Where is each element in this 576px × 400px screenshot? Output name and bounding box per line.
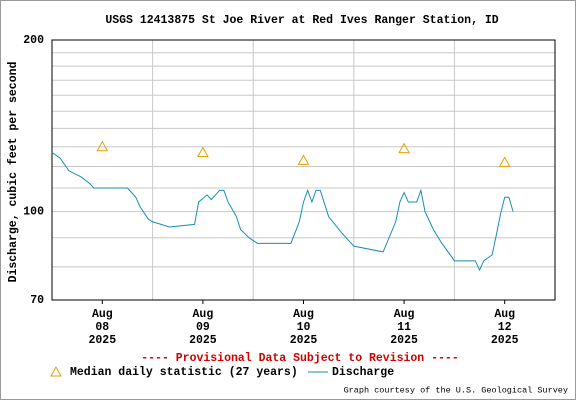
median-marker: [96, 140, 109, 152]
x-tick-label: 12: [498, 321, 512, 334]
x-tick-label: Aug: [494, 308, 515, 321]
median-marker: [197, 146, 209, 157]
x-tick-label: 2025: [390, 334, 418, 347]
x-tick-label: Aug: [293, 308, 314, 321]
credit: Graph courtesy of the U.S. Geological Su…: [344, 385, 568, 395]
plot-frame: [51, 39, 556, 301]
x-tick-label: 2025: [290, 334, 318, 347]
x-tick-label: 08: [95, 321, 109, 334]
y-tick-label: 200: [23, 34, 44, 47]
discharge-line: [51, 152, 514, 272]
median-marker: [498, 156, 511, 167]
x-tick-label: 10: [297, 321, 311, 334]
y-tick-label: 70: [30, 294, 44, 307]
x-tick-label: Aug: [92, 308, 113, 321]
notice: ---- Provisional Data Subject to Revisio…: [141, 352, 458, 365]
x-tick-label: 2025: [189, 334, 217, 347]
x-tick-label: 11: [397, 321, 411, 334]
x-tick-label: 2025: [491, 334, 519, 347]
chart-title: USGS 12413875 St Joe River at Red Ives R…: [105, 14, 498, 27]
legend-swatch: [50, 365, 62, 377]
median-marker: [297, 154, 310, 165]
legend-label: Median daily statistic (27 years): [70, 366, 298, 379]
x-tick-label: 09: [196, 321, 210, 334]
x-tick-label: 2025: [88, 334, 116, 347]
y-axis-label: Discharge, cubic feet per second: [7, 61, 20, 282]
x-tick-label: Aug: [394, 308, 415, 321]
x-tick-label: Aug: [193, 308, 214, 321]
legend-label: Discharge: [332, 366, 394, 379]
median-marker: [398, 142, 410, 154]
y-tick-label: 100: [23, 206, 44, 219]
